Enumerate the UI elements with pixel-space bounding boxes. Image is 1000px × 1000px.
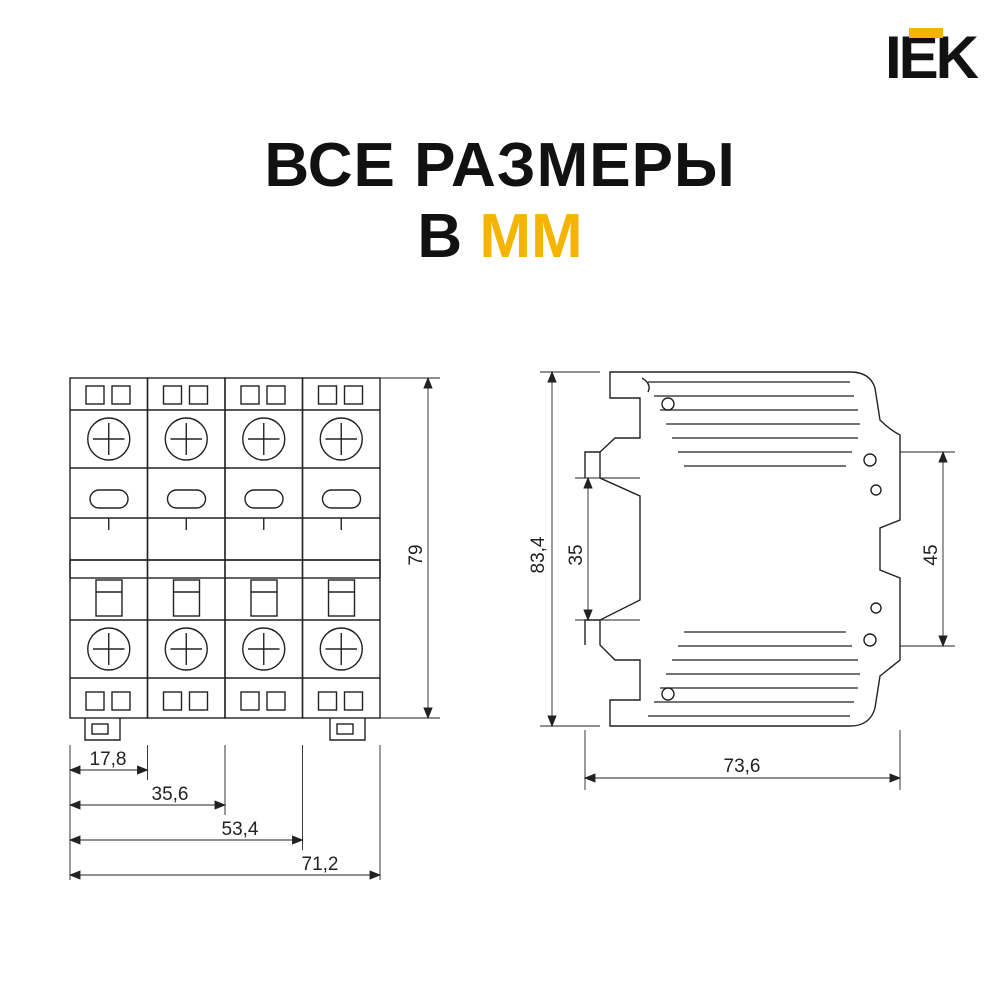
dim-35: 35 (566, 544, 587, 565)
dim-45: 45 (921, 544, 942, 565)
dim-w1: 17,8 (90, 749, 127, 770)
logo-letter-i: I (885, 24, 899, 91)
brand-logo: IEK (885, 28, 976, 88)
dim-height-79: 79 (406, 544, 427, 565)
dim-w2: 35,6 (152, 784, 189, 805)
dim-736: 73,6 (724, 756, 761, 777)
title-line-2: В ММ (0, 201, 1000, 272)
dim-834: 83,4 (528, 536, 549, 573)
technical-drawings: 79 17,8 35,6 53,4 (0, 360, 1000, 980)
dim-w3: 53,4 (222, 819, 259, 840)
side-elevation: 83,4 35 45 73,6 (528, 372, 955, 790)
dim-w4: 71,2 (302, 854, 339, 875)
page-title: ВСЕ РАЗМЕРЫ В ММ (0, 130, 1000, 272)
front-elevation: 79 17,8 35,6 53,4 (70, 378, 440, 880)
title-line-1: ВСЕ РАЗМЕРЫ (0, 130, 1000, 201)
